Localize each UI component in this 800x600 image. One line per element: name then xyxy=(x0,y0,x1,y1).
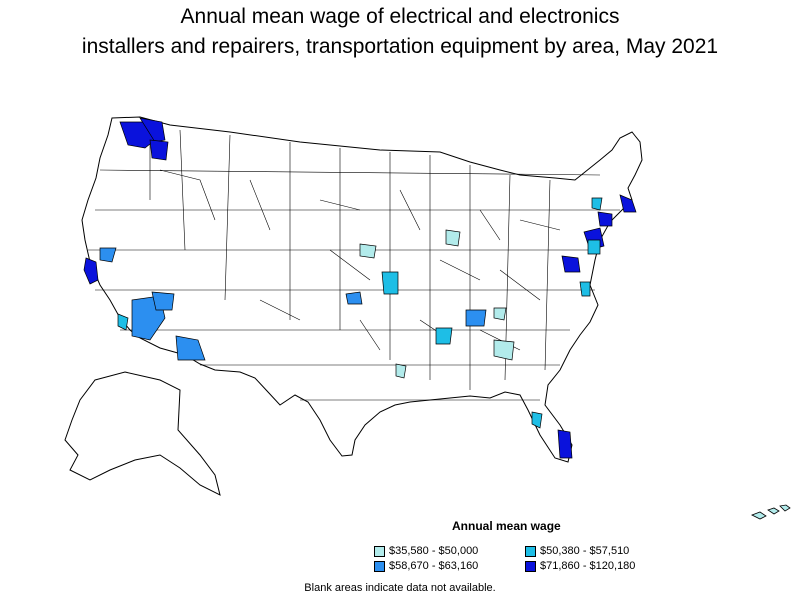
legend-swatch-1 xyxy=(374,545,385,557)
area-san-diego xyxy=(117,313,129,331)
area-az-north xyxy=(151,291,175,311)
area-ms xyxy=(395,363,407,379)
map-title: Annual mean wage of electrical and elect… xyxy=(0,2,800,62)
area-chicago xyxy=(445,229,461,247)
legend-title: Annual mean wage xyxy=(452,519,561,533)
legend-swatch-4 xyxy=(525,560,536,572)
area-boundaries xyxy=(88,125,620,401)
legend-label-4: $71,860 - $120,180 xyxy=(540,560,636,572)
area-ct xyxy=(597,211,613,227)
area-wa-north xyxy=(139,117,166,143)
area-tampa xyxy=(531,411,543,429)
area-wv xyxy=(493,307,507,321)
legend-label-3: $58,670 - $63,160 xyxy=(389,560,479,572)
legend-swatch-2 xyxy=(525,545,536,557)
legend-item-4: $71,860 - $120,180 xyxy=(525,560,635,572)
blank-areas-note: Blank areas indicate data not available. xyxy=(304,582,496,594)
area-ky xyxy=(465,309,487,327)
area-boston xyxy=(619,194,637,213)
area-ma-west xyxy=(591,197,603,211)
area-sacramento xyxy=(99,247,117,263)
map-title-line-2: installers and repairers, transportation… xyxy=(81,35,719,58)
legend-swatch-3 xyxy=(374,560,385,572)
area-iowa xyxy=(359,243,377,259)
area-wichita xyxy=(345,291,363,305)
area-dc xyxy=(561,255,581,273)
wage-areas xyxy=(83,117,637,459)
legend-label-1: $35,580 - $50,000 xyxy=(389,545,479,557)
legend-item-3: $58,670 - $63,160 xyxy=(374,560,478,572)
alaska-outline xyxy=(64,371,221,496)
area-tucson xyxy=(175,335,206,361)
area-miami xyxy=(557,429,573,459)
area-va xyxy=(579,281,591,297)
area-kc xyxy=(381,271,399,295)
hawaii-islands xyxy=(751,504,791,520)
area-memphis xyxy=(435,327,453,345)
map-title-line-1: Annual mean wage of electrical and elect… xyxy=(180,5,620,28)
area-nj xyxy=(587,239,601,255)
area-sf-bay xyxy=(83,257,99,285)
area-atlanta xyxy=(493,339,515,361)
legend-item-2: $50,380 - $57,510 xyxy=(525,545,629,557)
legend-label-2: $50,380 - $57,510 xyxy=(540,545,630,557)
area-wa-east xyxy=(149,139,169,161)
legend-item-1: $35,580 - $50,000 xyxy=(374,545,478,557)
